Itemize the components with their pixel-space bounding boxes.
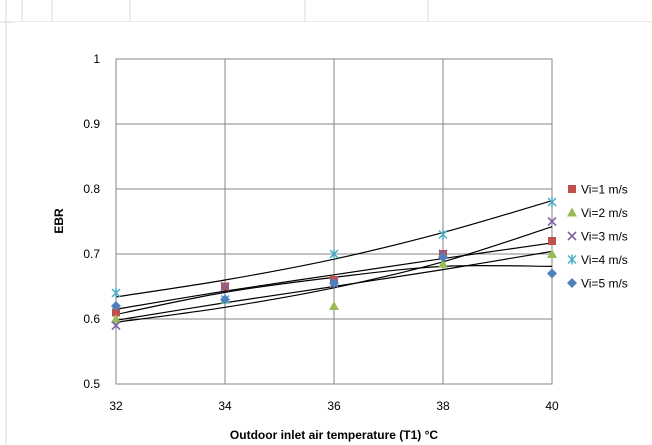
legend-label: Vi=5 m/s [581,277,628,291]
y-tick-label: 0.5 [83,377,100,391]
data-point [111,301,121,311]
legend-marker [568,185,576,193]
data-point [438,252,448,263]
y-tick-label: 1 [93,52,100,66]
legend-marker [567,278,577,288]
legend-item: Vi=4 m/s [567,253,628,267]
data-point [547,249,557,258]
data-point [111,320,121,331]
y-tick-label: 0.9 [83,117,100,131]
x-tick-label: 36 [327,399,341,413]
data-point [438,258,448,268]
data-point [329,249,339,259]
legend-label: Vi=2 m/s [581,206,628,220]
y-tick-label: 0.7 [83,247,100,261]
legend-item: Vi=5 m/s [567,277,628,291]
legend-item: Vi=3 m/s [567,230,628,244]
data-point [111,314,121,323]
y-axis-title: EBR [52,208,66,234]
data-markers [111,197,557,331]
legend-label: Vi=1 m/s [581,183,628,197]
data-point [547,268,557,279]
trend-line [115,200,553,298]
data-point [112,308,120,317]
chart-area [14,22,650,445]
legend-label: Vi=3 m/s [581,230,628,244]
x-tick-label: 32 [109,399,123,413]
data-point [111,288,121,298]
data-point [438,229,448,240]
legend-item: Vi=2 m/s [567,206,628,220]
data-point [547,216,557,227]
x-tick-label: 40 [545,399,559,413]
data-point [220,281,230,292]
data-point [329,278,339,289]
trend-line [115,242,553,310]
data-point [220,294,230,305]
legend-label: Vi=4 m/s [581,253,628,267]
x-tick-label: 34 [218,399,232,413]
data-point [547,197,557,207]
x-axis-title: Outdoor inlet air temperature (T1) °C [230,428,438,442]
data-point [548,237,556,245]
legend-marker [567,231,577,241]
legend-marker [567,207,577,217]
legend-item: Vi=1 m/s [568,183,628,197]
tick-labels: 0.5 0.6 0.7 0.8 0.9 1 32 34 36 38 40 [83,52,559,413]
x-tick-label: 38 [436,399,450,413]
legend-marker [567,254,577,265]
y-tick-label: 0.6 [83,312,100,326]
y-tick-label: 0.8 [83,182,100,196]
data-point [329,301,339,310]
legend: Vi=1 m/s Vi=2 m/s Vi=3 m/s Vi=4 m/s Vi=5 m/s [567,183,628,291]
